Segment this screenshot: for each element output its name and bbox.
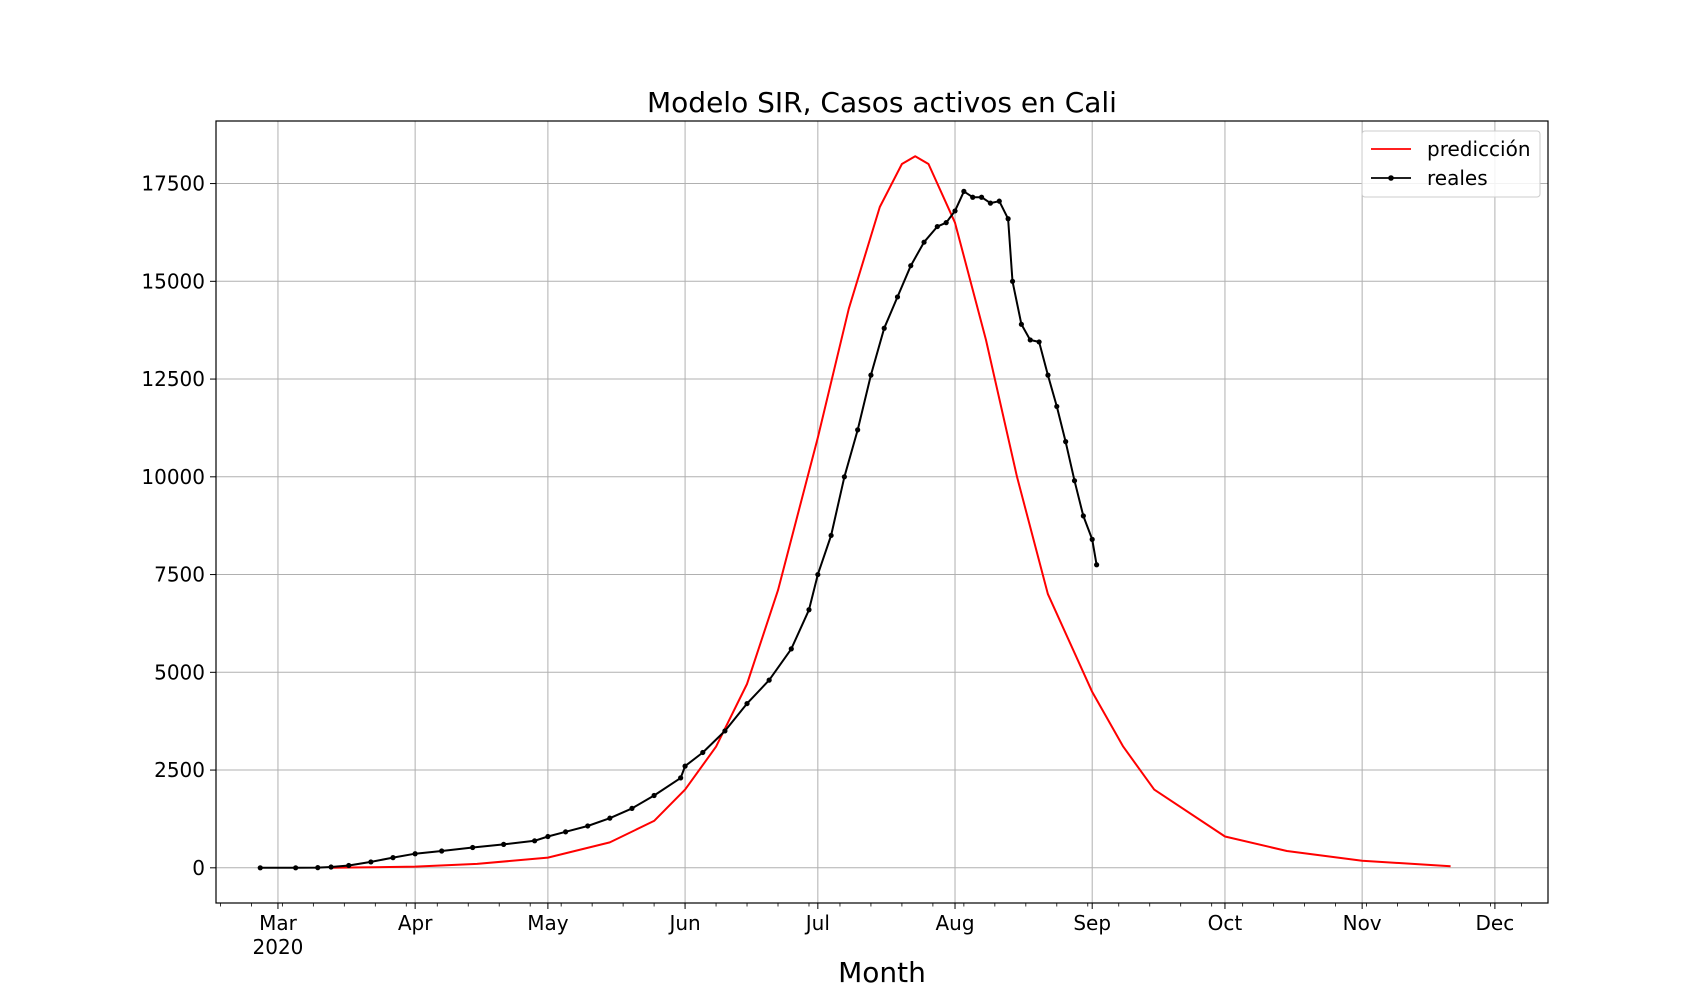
data-point-reales [1009,278,1016,284]
data-point-reales [722,728,728,734]
x-tick-sublabel: 2020 [253,935,304,959]
data-point-reales [970,194,976,200]
data-point-reales [1045,372,1051,378]
axis-ticks: 0 2500 5000 7500 10000 12500 15000 17500 Mar2020… [141,172,1522,959]
data-point-reales [678,775,684,781]
data-point-reales [607,815,613,821]
data-point-reales [293,865,299,871]
data-point-reales [700,749,706,756]
y-tick-label: 0 [192,856,205,880]
data-point-reales [744,700,750,707]
x-tick-label: Nov [1343,911,1382,935]
data-point-reales [562,829,569,835]
data-point-reales [987,200,994,206]
data-point-reales [439,848,445,854]
y-tick-label: 12500 [141,367,205,391]
y-tick-label: 17500 [141,172,205,196]
data-point-reales [881,325,887,331]
y-tick-label: 15000 [141,269,205,293]
y-tick-label: 5000 [154,660,205,684]
plot-frame [215,120,1549,904]
data-point-reales [1089,536,1095,542]
x-tick-label: Dec [1476,911,1515,935]
legend: predicción reales [1361,130,1541,198]
x-tick-label: Sep [1073,911,1111,935]
legend-marker-reales [1388,175,1394,181]
y-tick-label: 10000 [141,465,205,489]
data-point-reales [921,239,927,245]
data-point-reales [908,263,914,269]
legend-box [1361,130,1541,198]
data-point-reales [651,792,657,799]
data-point-reales [682,763,688,769]
x-axis-title: Month [838,956,926,989]
data-point-reales [1080,513,1086,519]
series-line-prediccion [331,155,1451,869]
data-point-reales [328,864,334,870]
data-point-reales [585,823,591,829]
data-point-reales [868,372,874,378]
x-tick-label: Aug [935,911,974,935]
series-layer [257,155,1451,871]
x-tick-label: Jun [667,911,700,935]
data-point-reales [1005,216,1011,222]
data-point-reales [766,677,772,683]
x-tick-label: Mar [259,911,298,935]
data-point-reales [1094,562,1100,568]
data-point-reales [788,646,794,652]
y-tick-label: 7500 [154,563,205,587]
x-tick-label: Jul [804,911,830,935]
x-tick-label: Oct [1208,911,1243,935]
data-point-reales [412,851,418,857]
data-point-reales [1036,339,1042,345]
data-point-reales [943,220,949,226]
data-point-reales [257,865,263,871]
data-point-reales [894,294,901,300]
data-point-reales [1054,403,1060,410]
data-point-reales [978,194,985,200]
data-point-reales [346,862,352,869]
data-point-reales [828,532,834,539]
data-point-reales [841,474,847,480]
data-point-reales [855,427,861,433]
data-point-reales [390,855,396,861]
data-point-reales [629,805,635,811]
y-tick-label: 2500 [154,758,205,782]
data-point-reales [532,838,538,844]
x-tick-label: May [527,911,569,935]
legend-label-reales: reales [1427,166,1488,190]
data-point-reales [1018,321,1024,327]
data-point-reales [1027,337,1033,343]
chart-title: Modelo SIR, Casos activos en Cali [647,86,1117,119]
data-point-reales [545,833,551,840]
data-point-reales [815,571,821,578]
data-point-reales [996,198,1002,204]
data-point-reales [1063,439,1069,445]
data-point-reales [806,607,812,613]
data-point-reales [470,844,476,851]
data-point-reales [501,841,507,847]
x-tick-label: Apr [398,911,433,935]
data-point-reales [315,865,321,871]
grid [216,121,1548,903]
data-point-reales [961,188,967,194]
data-point-reales [368,859,374,865]
data-point-reales [1071,478,1078,484]
data-point-reales [952,208,958,214]
data-point-reales [934,223,940,230]
legend-label-prediccion: predicción [1427,137,1531,161]
